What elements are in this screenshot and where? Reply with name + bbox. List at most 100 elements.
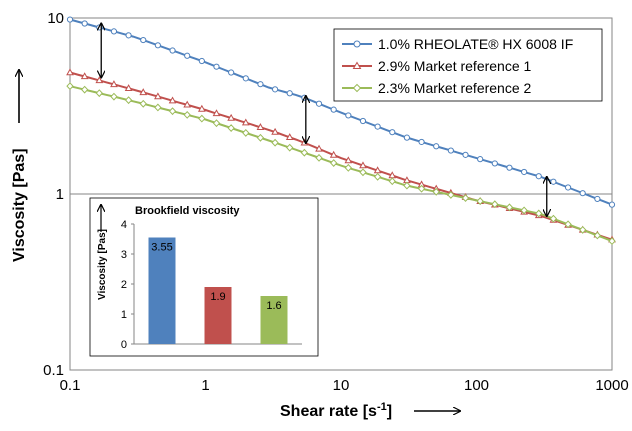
data-point [66, 68, 74, 76]
legend-item: 2.9% Market reference 1 [342, 58, 532, 74]
inset-bar-label: 1.9 [210, 291, 225, 303]
data-point [154, 103, 162, 112]
data-point [432, 187, 440, 196]
data-point [242, 75, 249, 82]
data-point [198, 114, 206, 123]
data-point [257, 81, 264, 88]
legend-marker [352, 83, 362, 93]
data-point [271, 127, 279, 135]
inset-bars: 3.55 1.9 1.6 [148, 237, 288, 344]
data-point [344, 156, 353, 164]
inset-bar [148, 237, 176, 344]
data-point [183, 110, 191, 119]
data-point [80, 72, 89, 80]
data-point [139, 99, 147, 108]
data-point [535, 173, 542, 180]
inset-bar-label: 1.6 [266, 300, 281, 312]
data-point [505, 203, 514, 212]
data-point [271, 138, 279, 147]
data-point [197, 104, 206, 112]
data-point [184, 52, 191, 59]
data-point [579, 190, 586, 197]
data-point [213, 63, 220, 70]
data-point [359, 117, 367, 125]
data-point [66, 82, 74, 91]
inset-y-axis-title: Viscosity [Pas] [97, 229, 108, 300]
legend-marker [353, 40, 361, 48]
data-point [447, 147, 454, 154]
legend-marker [352, 61, 362, 69]
data-point [110, 80, 118, 88]
y-tick-label: 1 [56, 186, 64, 203]
legend: 1.0% RHEOLATE® HX 6008 IF 2.9% Market ref… [333, 28, 603, 102]
series-3 [66, 82, 616, 246]
data-point [124, 96, 133, 105]
data-point [403, 134, 411, 141]
y-tick-label: 10 [47, 10, 64, 27]
inset-bar-group: 3.55 [148, 237, 176, 344]
data-point [329, 150, 338, 158]
legend-box [333, 28, 603, 102]
data-point [608, 201, 616, 208]
data-point [476, 197, 484, 206]
data-point [285, 133, 294, 140]
y-tick-label: 0.1 [43, 362, 64, 379]
data-point [110, 92, 118, 101]
data-point [110, 28, 118, 35]
legend-label: 2.9% Market reference 1 [378, 58, 532, 74]
data-point [564, 184, 572, 191]
legend-label: 2.3% Market reference 2 [378, 80, 532, 96]
data-point [169, 47, 176, 54]
inset-bar [204, 287, 232, 344]
y-axis-title: Viscosity [Pas] [11, 148, 28, 262]
data-point [564, 220, 572, 229]
data-point [535, 209, 543, 218]
data-point [256, 123, 265, 130]
data-point [315, 100, 323, 107]
data-point [271, 86, 279, 93]
data-point [212, 109, 221, 117]
inset-y-tick-label: 3 [121, 249, 127, 261]
data-point [374, 123, 381, 130]
data-point [95, 89, 103, 98]
data-point [506, 164, 513, 171]
data-point [154, 42, 161, 49]
data-point [154, 92, 162, 100]
data-point [477, 156, 484, 163]
data-point [66, 16, 74, 23]
data-point [593, 231, 602, 240]
data-point [227, 124, 235, 132]
data-point [417, 184, 426, 193]
x-tick-label: 100 [464, 377, 489, 394]
x-axis-title: Shear rate [s-1] [280, 401, 392, 420]
data-point [461, 194, 470, 202]
data-point [388, 177, 396, 186]
data-point [373, 166, 382, 174]
data-point [491, 200, 499, 209]
data-point [359, 161, 367, 169]
inset-y-tick-label: 2 [121, 279, 127, 291]
data-point [315, 144, 323, 152]
data-point [242, 128, 250, 137]
data-point [212, 119, 221, 128]
data-point [550, 178, 557, 185]
inset-y-tick-label: 0 [121, 339, 127, 351]
inset-title: Brookfield viscosity [135, 205, 240, 217]
data-point [168, 96, 177, 104]
inset-chart: Brookfield viscosity Viscosity [Pas] 3.5… [89, 197, 319, 357]
data-point [286, 90, 293, 97]
data-point [95, 76, 104, 84]
data-point [168, 107, 177, 116]
legend-items: 1.0% RHEOLATE® HX 6008 IF 2.9% Market ref… [342, 36, 573, 96]
data-point [520, 206, 528, 215]
data-point [389, 129, 396, 136]
x-tick-label: 1 [201, 377, 209, 394]
inset-y-tick-label: 1 [121, 309, 127, 321]
data-point [139, 88, 148, 96]
data-point [81, 20, 88, 27]
inset-bar-group: 1.6 [260, 296, 288, 344]
data-point [198, 57, 205, 65]
data-point [315, 153, 323, 162]
legend-item: 2.3% Market reference 2 [342, 80, 532, 96]
